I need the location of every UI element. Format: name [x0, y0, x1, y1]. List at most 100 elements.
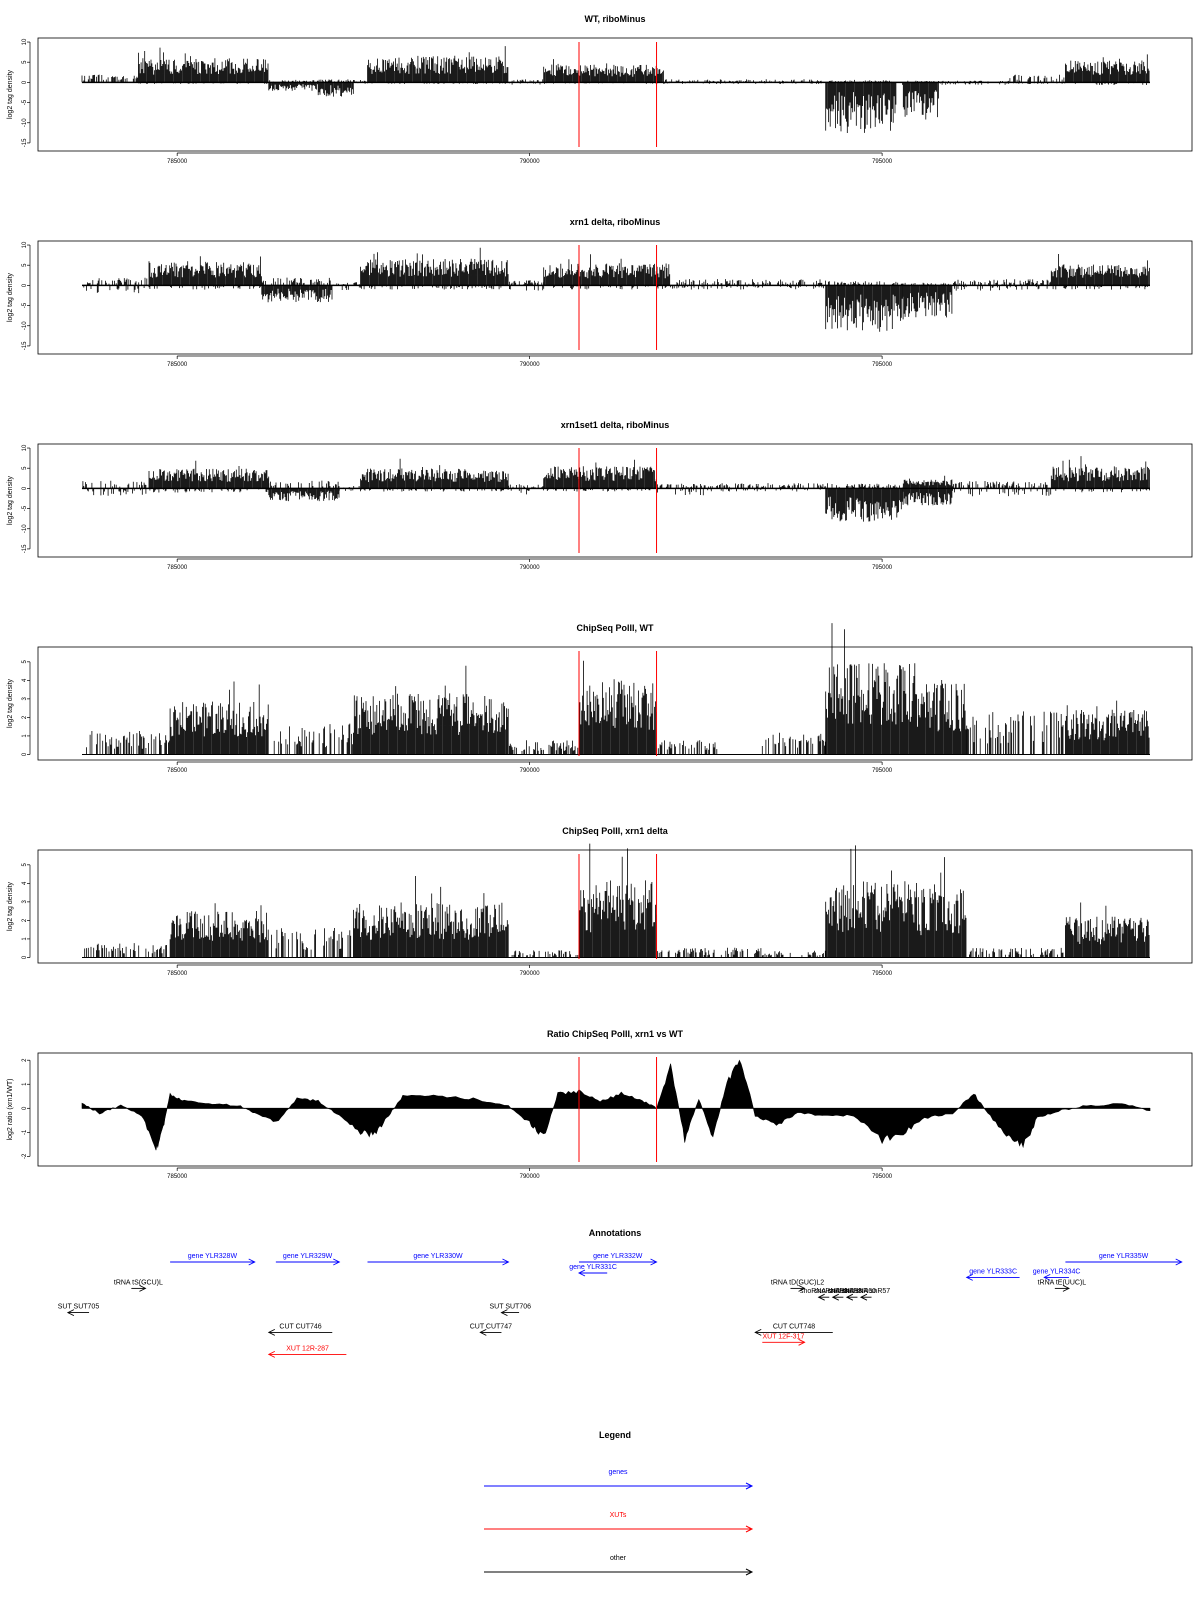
annotation-feature: snoRNA snR58 — [814, 1288, 862, 1301]
y-tick-label: 0 — [22, 486, 28, 490]
feature-label: gene YLR333C — [969, 1268, 1017, 1275]
density-segment — [966, 711, 1064, 755]
y-tick-label: 0 — [22, 1106, 28, 1110]
legend-label: XUTs — [610, 1512, 627, 1519]
feature-label: XUT 12R-287 — [286, 1345, 329, 1352]
y-tick-label: -5 — [22, 505, 28, 511]
annotation-feature: tRNA tD(GUC)L2 — [771, 1279, 824, 1292]
y-tick-label: 5 — [22, 263, 28, 267]
density-segment — [509, 280, 544, 291]
density-segment — [1050, 254, 1150, 290]
density-segment — [578, 660, 657, 755]
y-tick-label: 2 — [22, 1058, 28, 1062]
annotation-feature: gene YLR329W — [275, 1253, 341, 1266]
annotation-feature: snoRNA snR57 — [842, 1288, 890, 1301]
arrow-head — [650, 1258, 658, 1266]
annotation-feature: tRNA tE(UUC)L — [1038, 1279, 1086, 1292]
feature-label: tRNA tS(GCU)L — [114, 1279, 163, 1286]
density-segment — [902, 282, 953, 318]
density-segment — [670, 279, 826, 290]
feature-label: snoRNA snR60 — [828, 1288, 876, 1295]
annotation-feature: snoRNA snR60 — [828, 1288, 876, 1301]
arrow-head — [66, 1309, 75, 1317]
plot-frame — [37, 37, 1193, 152]
legend-item: genes — [484, 1469, 754, 1490]
density-segment — [82, 480, 147, 496]
arrow-head — [831, 1293, 839, 1301]
density-segment — [360, 458, 509, 492]
panel-title: ChipSeq PolII, xrn1 delta — [562, 826, 669, 836]
x-tick-label: 790000 — [520, 362, 541, 368]
arrow-head — [500, 1309, 508, 1317]
arrow-head — [479, 1328, 487, 1336]
legend-item: other — [484, 1555, 754, 1576]
density-segment — [508, 484, 544, 495]
density-segment — [84, 943, 167, 958]
density-segment — [169, 903, 269, 958]
panel-5: ChipSeq PolII, xrn1 delta 0 1 2 3 4 5 log2 tag … — [7, 826, 1193, 977]
panel-title: xrn1set1 delta, riboMinus — [561, 420, 670, 430]
annotations-section: Annotations gene YLR328W gene YLR329W gene … — [58, 1228, 1183, 1358]
arrow-head — [139, 1284, 147, 1292]
density-segment — [825, 623, 917, 755]
density-segment — [761, 732, 826, 755]
y-tick-label: 0 — [22, 80, 28, 84]
annotation-feature: XUT 12R-287 — [267, 1345, 347, 1358]
density-segment — [268, 79, 318, 91]
y-tick-label: 1 — [22, 734, 28, 738]
x-tick-label: 785000 — [167, 565, 188, 571]
y-tick-label: -15 — [22, 544, 28, 553]
x-tick-label: 790000 — [520, 1174, 541, 1180]
density-segment — [148, 256, 262, 290]
density-segment — [268, 480, 340, 502]
y-tick-label: -5 — [22, 99, 28, 105]
density-segment — [148, 460, 270, 493]
y-axis-label: log2 tag density — [7, 475, 14, 525]
annotations-title: Annotations — [589, 1228, 642, 1238]
density-segment — [1065, 902, 1150, 958]
density-segment — [511, 950, 579, 958]
y-tick-label: -2 — [22, 1153, 28, 1159]
legend-title: Legend — [599, 1430, 631, 1440]
annotation-feature: SUT SUT706 — [490, 1304, 531, 1317]
arrow-head — [859, 1293, 868, 1301]
plot-frame — [37, 646, 1193, 761]
x-tick-label: 785000 — [167, 362, 188, 368]
x-tick-label: 795000 — [872, 971, 893, 977]
panel-title: ChipSeq PolII, WT — [577, 623, 654, 633]
density-segment — [825, 845, 917, 958]
y-tick-label: 2 — [22, 918, 28, 922]
y-axis-label: log2 ratio (xrn1/WT) — [7, 1079, 14, 1141]
x-tick-label: 795000 — [872, 1174, 893, 1180]
arrow-head — [745, 1482, 754, 1490]
y-tick-label: 5 — [22, 466, 28, 470]
data-series — [82, 456, 1150, 522]
feature-label: gene YLR329W — [283, 1253, 333, 1260]
y-tick-label: 10 — [22, 38, 28, 45]
density-segment — [271, 928, 352, 958]
density-segment — [261, 277, 333, 303]
x-tick-label: 795000 — [872, 768, 893, 774]
annotation-feature: CUT CUT748 — [754, 1323, 833, 1336]
density-segment — [578, 843, 657, 958]
panel-4: ChipSeq PolII, WT 0 1 2 3 4 5 log2 tag density 7… — [7, 623, 1193, 774]
plot-frame — [37, 1052, 1193, 1167]
legend-label: other — [610, 1555, 627, 1562]
density-segment — [169, 681, 269, 755]
density-segment — [509, 740, 579, 755]
data-series — [81, 46, 1150, 133]
panel-title: Ratio ChipSeq PolII, xrn1 vs WT — [547, 1029, 684, 1039]
arrow-head — [845, 1293, 854, 1301]
density-segment — [707, 483, 826, 492]
feature-label: CUT CUT747 — [470, 1323, 512, 1330]
y-tick-label: 3 — [22, 697, 28, 701]
feature-label: gene YLR331C — [569, 1264, 617, 1271]
density-segment — [825, 281, 904, 332]
annotation-feature: gene YLR333C — [965, 1268, 1020, 1281]
arrow-head — [1175, 1258, 1183, 1266]
density-segment — [902, 80, 939, 120]
annotation-feature: snoRNA snR59 — [800, 1288, 848, 1301]
y-axis-label: log2 tag density — [7, 69, 14, 119]
y-tick-label: -10 — [22, 321, 28, 330]
